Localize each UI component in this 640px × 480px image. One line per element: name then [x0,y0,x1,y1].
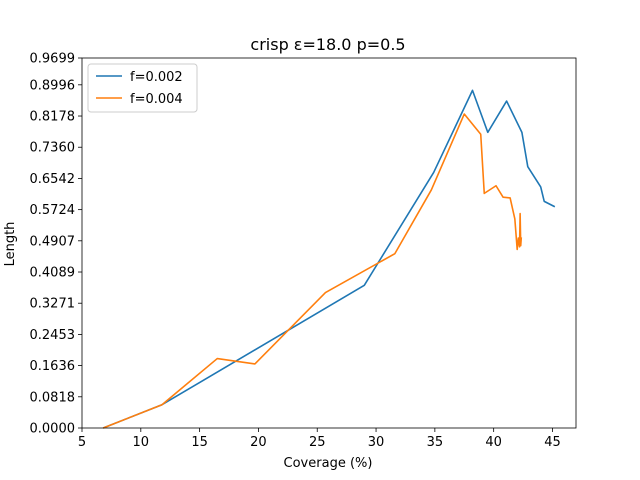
y-tick-label: 0.3271 [30,297,76,312]
y-tick-label: 0.0000 [30,422,76,437]
y-tick-label: 0.1636 [30,359,76,374]
plot-frame [81,57,577,429]
x-tick-label: 30 [368,435,385,450]
legend-label: f=0.002 [130,70,183,85]
plot-area [81,57,577,429]
y-tick-label: 0.8996 [30,78,76,93]
x-tick-label: 5 [78,435,86,450]
legend: f=0.002 f=0.004 [87,63,198,113]
y-axis: 0.0000 0.0818 0.1636 0.2453 0.3271 0.4089 0.49… [30,52,82,437]
series-line-1 [102,89,556,429]
y-tick-label: 0.0818 [30,390,76,405]
x-tick-label: 45 [544,435,561,450]
series-line-2 [102,113,523,429]
y-tick-label: 0.7360 [30,141,76,156]
x-tick-label: 25 [309,435,326,450]
chart-title: crisp ε=18.0 p=0.5 [250,35,405,54]
y-tick-label: 0.2453 [30,328,76,343]
x-axis: 5 10 15 20 25 30 35 40 45 [78,428,561,450]
x-axis-label: Coverage (%) [284,456,373,471]
x-tick-label: 10 [133,435,150,450]
x-tick-label: 35 [427,435,444,450]
legend-label: f=0.004 [130,92,183,107]
plot-background [82,58,576,428]
x-tick-label: 15 [191,435,208,450]
y-tick-label: 0.4089 [30,266,76,281]
y-tick-label: 0.6542 [30,172,76,187]
x-tick-label: 20 [250,435,267,450]
y-tick-label: 0.4907 [30,234,76,249]
x-tick-label: 40 [485,435,502,450]
y-tick-label: 0.9699 [30,52,76,67]
y-axis-label: Length [3,222,18,267]
y-tick-label: 0.8178 [30,110,76,125]
y-tick-label: 0.5724 [30,203,76,218]
